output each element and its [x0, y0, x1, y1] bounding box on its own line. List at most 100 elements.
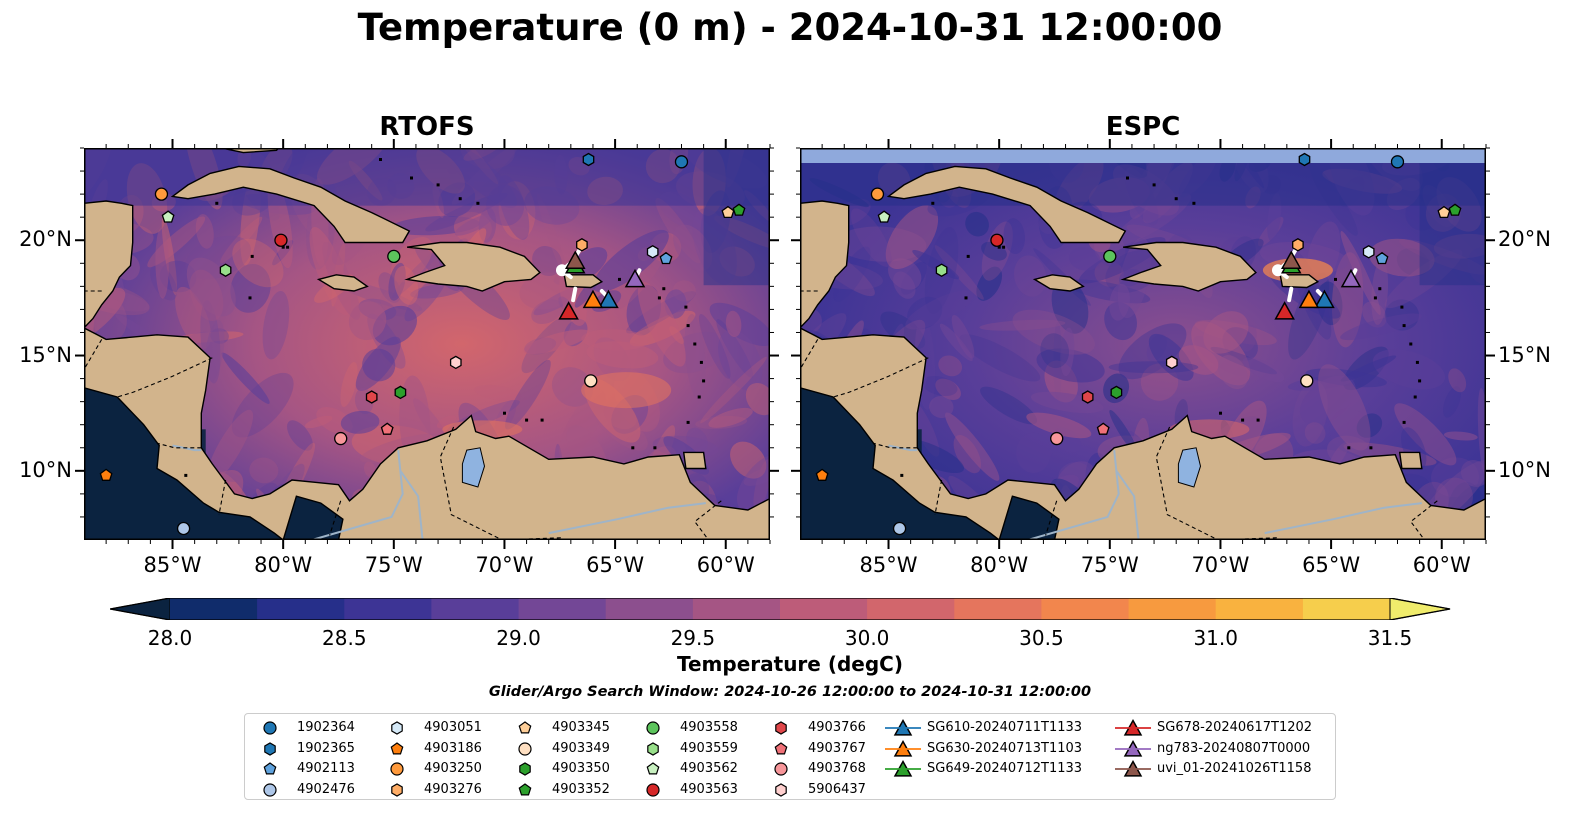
pacific-ocean [800, 387, 1001, 540]
legend-marker-circle [390, 762, 404, 776]
legend-label: 4903352 [552, 781, 610, 797]
legend-label: 4903276 [424, 781, 482, 797]
observation-markers [99, 152, 746, 536]
legend-marker-triangle [885, 759, 921, 777]
marker-1902365 [582, 152, 595, 167]
marker-4903352 [732, 203, 746, 216]
marker-4903186 [99, 468, 113, 481]
no-data-strip [800, 148, 1486, 163]
borders [84, 290, 722, 540]
lat-tick-label: 20°N [19, 227, 72, 252]
marker-4902476 [892, 521, 907, 536]
colorbar [110, 598, 1451, 620]
borders [800, 290, 1438, 540]
colorbar-segment [431, 598, 520, 620]
legend: 1902364 1902365 4902113 4902476 4903051 49031… [244, 713, 1336, 800]
legend-label: 4903051 [424, 720, 482, 735]
legend-marker-triangle [885, 739, 921, 757]
legend-marker-pentagon [774, 741, 788, 754]
colorbar-segment [867, 598, 955, 620]
pacific-ocean [84, 387, 285, 540]
legend-label: 4903186 [424, 740, 482, 756]
legend-label: 4903349 [552, 740, 610, 756]
marker-1902364 [1390, 155, 1405, 169]
lon-tick-label: 60°W [696, 553, 755, 577]
marker-4903350 [394, 385, 407, 400]
gulf-of-panama [282, 495, 344, 540]
lat-tick-label: 15°N [1498, 342, 1551, 367]
lake-maracaibo [1177, 447, 1202, 488]
marker-SG678-20240617T1202 [1274, 301, 1295, 320]
rtofs-map[interactable] [84, 148, 770, 540]
legend-marker-hexagon [391, 721, 403, 735]
marker-1902364 [674, 155, 689, 169]
colorbar-tick-label: 30.0 [844, 626, 890, 650]
colorbar-segment [692, 598, 781, 620]
colorbar-segment [780, 598, 868, 620]
rivers [888, 444, 1422, 540]
legend-marker-hexagon [647, 741, 659, 756]
marker-4903563 [990, 233, 1004, 247]
legend-marker-circle [646, 782, 660, 797]
marker-uvi_01-20241026T1158 [1280, 250, 1302, 269]
lon-tick-label: 70°W [475, 553, 534, 577]
marker-4902113 [1375, 251, 1389, 265]
legend-label: 1902364 [297, 720, 355, 735]
marker-4903559 [219, 263, 232, 277]
colorbar-segment [954, 598, 1042, 620]
legend-label: 5906437 [808, 781, 866, 797]
colorbar-segment [1302, 598, 1391, 620]
marker-4903766 [365, 390, 378, 404]
colorbar-tick-label: 31.0 [1193, 626, 1238, 650]
colorbar-tick-label: 28.0 [147, 626, 193, 650]
cuba [886, 165, 1127, 244]
colorbar-segment [170, 598, 258, 620]
legend-label: 4903766 [808, 720, 866, 735]
legend-marker-pentagon [518, 721, 532, 734]
marker-4903562 [161, 210, 175, 223]
legend-label: 4903767 [808, 740, 866, 756]
legend-marker-circle [774, 762, 788, 776]
legend-label: SG649-20240712T1133 [927, 761, 1083, 776]
lat-tick-label: 20°N [1498, 227, 1551, 252]
marker-4903345 [1437, 205, 1451, 219]
legend-marker-triangle [1115, 759, 1151, 777]
marker-4903768 [334, 431, 348, 446]
marker-5906437 [449, 355, 462, 370]
marker-4903559 [935, 263, 948, 277]
legend-marker-hexagon [391, 782, 403, 797]
legend-marker-circle [518, 741, 532, 756]
marker-SG630-20240713T1103 [582, 289, 604, 309]
observation-markers [815, 152, 1462, 536]
espc-map[interactable] [800, 148, 1486, 540]
marker-4903349 [1300, 374, 1314, 388]
small-islands [184, 148, 706, 477]
legend-label: 4903559 [680, 740, 738, 756]
legend-label: 4903768 [808, 761, 866, 776]
land [84, 148, 770, 540]
legend-label: 4903345 [552, 720, 610, 735]
marker-SG630-20240713T1103 [1298, 289, 1320, 309]
marker-4903051 [1362, 245, 1375, 259]
legend-label: 4902476 [297, 781, 355, 797]
lat-tick-label: 10°N [1498, 457, 1551, 482]
colorbar-extend-low [110, 598, 171, 620]
marker-4903767 [380, 422, 394, 435]
colorbar-label: Temperature (degC) [677, 652, 903, 676]
panel-title-rtofs: RTOFS [379, 112, 475, 142]
colorbar-tick-label: 31.5 [1367, 626, 1413, 650]
marker-4903350 [1110, 385, 1123, 400]
map-frame [84, 148, 770, 540]
colorbar-segment [1215, 598, 1304, 620]
marker-4903349 [584, 374, 598, 388]
search-window-caption: Glider/Argo Search Window: 2024-10-26 12… [488, 684, 1092, 700]
axis-ticks [75, 139, 1495, 549]
marker-ng783-20240807T0000 [624, 268, 646, 288]
marker-4903766 [1081, 390, 1094, 404]
legend-label: 4902113 [297, 761, 355, 776]
marker-4903558 [387, 249, 401, 264]
legend-label: 4903558 [680, 720, 738, 735]
gulf-of-panama [998, 495, 1060, 540]
trinidad [1398, 451, 1423, 470]
legend-marker-triangle [1115, 739, 1151, 757]
